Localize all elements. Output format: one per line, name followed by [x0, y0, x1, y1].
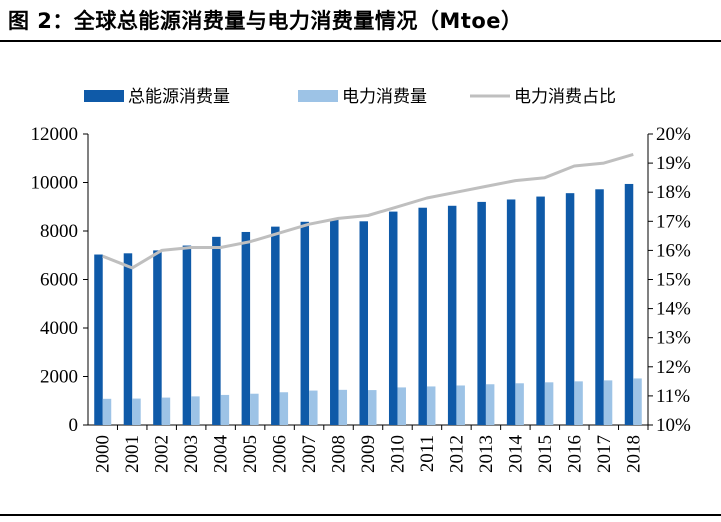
legend-label-electricity: 电力消费量 — [342, 87, 427, 107]
x-tick-label: 2000 — [93, 435, 114, 473]
bar-total — [595, 189, 604, 425]
bar-total — [506, 199, 516, 425]
bar-electricity — [603, 380, 613, 425]
bar-total — [300, 221, 310, 425]
y-right-tick-label: 16% — [656, 240, 691, 261]
bar-electricity — [161, 397, 171, 425]
bar-total — [624, 183, 634, 425]
bar-total — [447, 205, 457, 425]
bar-total — [477, 201, 486, 425]
bar-total — [330, 219, 339, 425]
x-tick-label: 2016 — [564, 435, 585, 473]
y-right-tick-label: 17% — [656, 211, 691, 232]
share-line — [102, 152, 634, 270]
bar-total — [359, 221, 368, 425]
bar-total — [241, 231, 251, 425]
y-left-tick-label: 0 — [69, 415, 79, 436]
x-tick-label: 2008 — [329, 435, 350, 473]
bar-total — [565, 193, 575, 425]
bar-electricity — [485, 384, 495, 425]
x-tick-label: 2017 — [594, 435, 615, 473]
y-left-tick-label: 2000 — [40, 367, 78, 388]
x-tick-label: 2002 — [152, 435, 173, 473]
y-left-tick-label: 8000 — [40, 221, 78, 242]
bar-electricity — [191, 396, 200, 425]
bar-total — [212, 236, 221, 425]
bar-electricity — [515, 383, 524, 425]
bar-electricity — [574, 381, 583, 425]
bar-electricity — [397, 387, 406, 425]
bar-total — [271, 226, 280, 425]
x-tick-label: 2012 — [446, 435, 467, 473]
tick-labels: 0 2000 4000 6000 8000 10000 12000 10% 11% 12% 13% 1… — [31, 124, 692, 473]
bar-electricity — [220, 394, 230, 425]
bar-electricity — [309, 390, 318, 425]
y-right-tick-label: 10% — [656, 415, 691, 436]
y-right-tick-label: 14% — [656, 299, 691, 320]
y-right-tick-label: 18% — [656, 182, 691, 203]
y-left-tick-label: 10000 — [31, 173, 79, 194]
x-tick-label: 2007 — [299, 435, 320, 473]
y-right-tick-label: 20% — [656, 124, 691, 145]
bar-electricity — [633, 378, 642, 425]
x-tick-label: 2011 — [417, 435, 438, 472]
title-rule — [0, 40, 721, 42]
x-tick-label: 2004 — [211, 435, 232, 474]
bar-total — [153, 250, 162, 425]
bar-total — [418, 207, 427, 425]
bar-total — [182, 245, 192, 425]
x-tick-label: 2009 — [358, 435, 379, 473]
bars — [94, 183, 642, 425]
legend-swatch-electricity — [298, 90, 338, 102]
bar-electricity — [338, 389, 348, 425]
bar-electricity — [456, 385, 465, 425]
x-tick-label: 2006 — [270, 435, 291, 473]
bar-electricity — [544, 382, 554, 425]
legend-label-share: 电力消费占比 — [514, 87, 616, 107]
bar-electricity — [426, 386, 436, 425]
bar-electricity — [132, 398, 141, 425]
x-tick-label: 2001 — [122, 435, 143, 473]
bar-electricity — [102, 398, 112, 425]
y-right-tick-label: 13% — [656, 328, 691, 349]
figure-title: 图 2：全球总能源消费量与电力消费量情况（Mtoe） — [8, 9, 523, 33]
bar-total — [94, 254, 103, 425]
y-left-tick-label: 6000 — [40, 270, 78, 291]
y-right-tick-label: 11% — [656, 386, 690, 407]
share-line-path — [102, 152, 634, 270]
x-tick-label: 2005 — [240, 435, 261, 473]
x-tick-label: 2010 — [387, 435, 408, 473]
x-tick-label: 2003 — [181, 435, 202, 473]
x-tick-label: 2015 — [535, 435, 556, 473]
y-left-tick-label: 4000 — [40, 318, 78, 339]
bar-total — [123, 253, 133, 425]
y-right-tick-label: 12% — [656, 357, 691, 378]
y-left-tick-label: 12000 — [31, 124, 79, 145]
x-tick-label: 2018 — [623, 435, 644, 473]
bar-electricity — [279, 392, 289, 425]
x-tick-label: 2014 — [505, 435, 526, 474]
bottom-rule — [0, 514, 721, 516]
y-right-tick-label: 15% — [656, 270, 691, 291]
bar-electricity — [368, 390, 377, 425]
legend-swatch-total — [84, 90, 124, 102]
bar-electricity — [250, 393, 259, 425]
legend: 总能源消费量 电力消费量 电力消费占比 — [84, 87, 616, 107]
bar-total — [388, 211, 398, 425]
legend-label-total: 总能源消费量 — [128, 87, 230, 107]
x-tick-label: 2013 — [476, 435, 497, 473]
bar-total — [536, 196, 545, 425]
y-right-tick-label: 19% — [656, 153, 691, 174]
